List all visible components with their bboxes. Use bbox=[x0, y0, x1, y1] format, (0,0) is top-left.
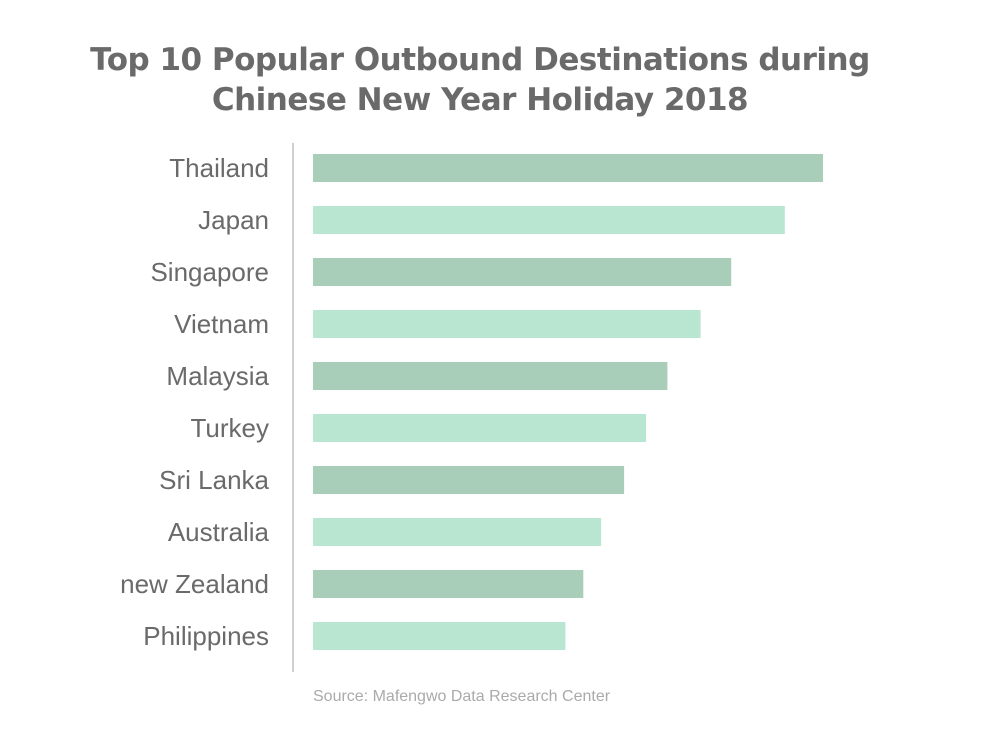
chart-title-line-2: Chinese New Year Holiday 2018 bbox=[211, 82, 749, 118]
chart-title-line-1: Top 10 Popular Outbound Destinations dur… bbox=[90, 42, 870, 78]
category-label-australia: Australia bbox=[168, 517, 270, 547]
category-label-japan: Japan bbox=[198, 205, 269, 235]
bar-vietnam bbox=[313, 310, 701, 338]
bar-philippines bbox=[313, 622, 566, 650]
bar-australia bbox=[313, 518, 602, 546]
category-labels: Thailand Japan Singapore Vietnam Malaysia Tur… bbox=[120, 153, 269, 651]
category-label-singapore: Singapore bbox=[150, 257, 269, 287]
category-label-sri-lanka: Sri Lanka bbox=[159, 465, 269, 495]
category-label-vietnam: Vietnam bbox=[174, 309, 269, 339]
bar-thailand bbox=[313, 154, 823, 182]
category-label-new-zealand: new Zealand bbox=[120, 569, 269, 599]
bar-turkey bbox=[313, 414, 646, 442]
category-label-malaysia: Malaysia bbox=[166, 361, 269, 391]
chart-title: Top 10 Popular Outbound Destinations dur… bbox=[0, 40, 960, 120]
bar-singapore bbox=[313, 258, 732, 286]
bar-sri-lanka bbox=[313, 466, 625, 494]
category-label-turkey: Turkey bbox=[191, 413, 270, 443]
category-label-philippines: Philippines bbox=[143, 621, 269, 651]
source-note: Source: Mafengwo Data Research Center bbox=[313, 688, 611, 705]
category-label-thailand: Thailand bbox=[169, 153, 269, 183]
bar-new-zealand bbox=[313, 570, 584, 598]
bars bbox=[313, 154, 823, 650]
bar-malaysia bbox=[313, 362, 668, 390]
bar-japan bbox=[313, 206, 785, 234]
